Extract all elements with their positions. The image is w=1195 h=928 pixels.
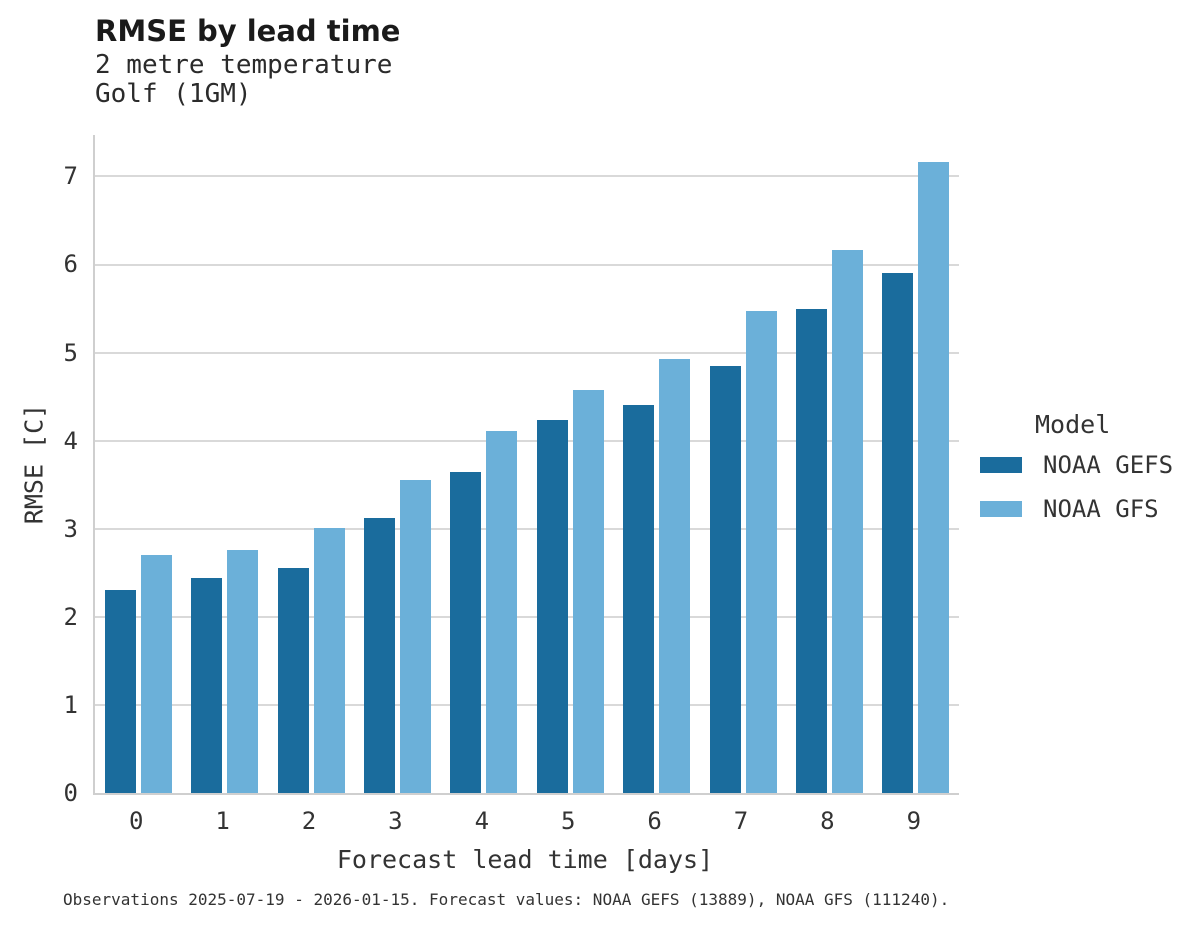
legend-label: NOAA GFS bbox=[1043, 495, 1159, 523]
gridline-y7 bbox=[95, 175, 959, 178]
x-tick-label-1: 1 bbox=[215, 807, 230, 835]
legend-item-noaa-gfs: NOAA GFS bbox=[980, 495, 1173, 523]
bar-noaa-gefs-day9 bbox=[882, 273, 914, 793]
x-tick-label-4: 4 bbox=[474, 807, 490, 835]
y-tick-label-7: 7 bbox=[63, 162, 78, 191]
bar-noaa-gefs-day2 bbox=[277, 567, 309, 793]
legend-items: NOAA GEFS NOAA GFS bbox=[980, 451, 1173, 523]
chart-title: RMSE by lead time bbox=[95, 14, 401, 48]
bar-noaa-gefs-day3 bbox=[363, 518, 395, 793]
chart-subtitle-region: Golf (1GM) bbox=[95, 79, 252, 109]
legend-label: NOAA GEFS bbox=[1043, 451, 1174, 479]
bar-noaa-gefs-day6 bbox=[623, 404, 655, 793]
plot-area bbox=[93, 135, 959, 795]
bar-noaa-gfs-day9 bbox=[918, 162, 950, 793]
gridline-y1 bbox=[95, 703, 959, 706]
x-tick-label-0: 0 bbox=[128, 807, 144, 835]
gridline-y6 bbox=[95, 263, 959, 266]
chart-subtitle-variable: 2 metre temperature bbox=[95, 50, 393, 80]
x-tick-label-5: 5 bbox=[560, 807, 576, 835]
bar-noaa-gefs-day8 bbox=[795, 308, 827, 793]
bar-noaa-gfs-day3 bbox=[399, 480, 431, 793]
y-tick-label-1: 1 bbox=[63, 690, 78, 719]
bar-noaa-gfs-day2 bbox=[313, 527, 345, 793]
bar-noaa-gfs-day1 bbox=[227, 549, 259, 793]
caption: Observations 2025-07-19 - 2026-01-15. Fo… bbox=[63, 890, 950, 909]
x-tick-label-7: 7 bbox=[733, 807, 749, 835]
bar-noaa-gfs-day7 bbox=[745, 311, 777, 793]
gridline-y4 bbox=[95, 439, 959, 442]
x-tick-label-6: 6 bbox=[647, 807, 662, 835]
x-tick-label-8: 8 bbox=[820, 807, 835, 835]
y-axis-title: RMSE [C] bbox=[19, 403, 49, 525]
y-tick-label-4: 4 bbox=[63, 426, 78, 455]
bar-noaa-gfs-day0 bbox=[140, 555, 172, 793]
legend-item-noaa-gefs: NOAA GEFS bbox=[980, 451, 1173, 479]
gridline-y2 bbox=[95, 615, 959, 618]
y-tick-label-0: 0 bbox=[63, 779, 78, 807]
x-tick-label-9: 9 bbox=[906, 807, 922, 835]
legend-swatch-icon bbox=[980, 501, 1022, 517]
bar-noaa-gfs-day6 bbox=[659, 358, 691, 793]
gridline-y5 bbox=[95, 351, 959, 354]
gridline-y3 bbox=[95, 527, 959, 530]
y-tick-label-6: 6 bbox=[63, 250, 78, 279]
y-tick-label-2: 2 bbox=[63, 602, 78, 631]
y-tick-label-5: 5 bbox=[63, 338, 78, 367]
bar-noaa-gefs-day4 bbox=[450, 472, 482, 793]
bar-noaa-gefs-day7 bbox=[709, 365, 741, 793]
y-tick-label-3: 3 bbox=[63, 514, 78, 543]
legend: Model NOAA GEFS NOAA GFS bbox=[980, 410, 1173, 539]
x-tick-label-3: 3 bbox=[388, 807, 403, 835]
bar-noaa-gefs-day1 bbox=[191, 578, 223, 793]
bar-noaa-gefs-day5 bbox=[536, 419, 568, 793]
legend-title: Model bbox=[1035, 410, 1111, 439]
x-axis-title: Forecast lead time [days] bbox=[336, 845, 714, 874]
bar-noaa-gfs-day8 bbox=[831, 249, 863, 793]
bar-noaa-gefs-day0 bbox=[104, 589, 136, 793]
legend-swatch-icon bbox=[980, 457, 1022, 473]
bar-noaa-gfs-day4 bbox=[486, 430, 518, 793]
bar-noaa-gfs-day5 bbox=[572, 389, 604, 793]
x-tick-label-2: 2 bbox=[301, 807, 317, 835]
